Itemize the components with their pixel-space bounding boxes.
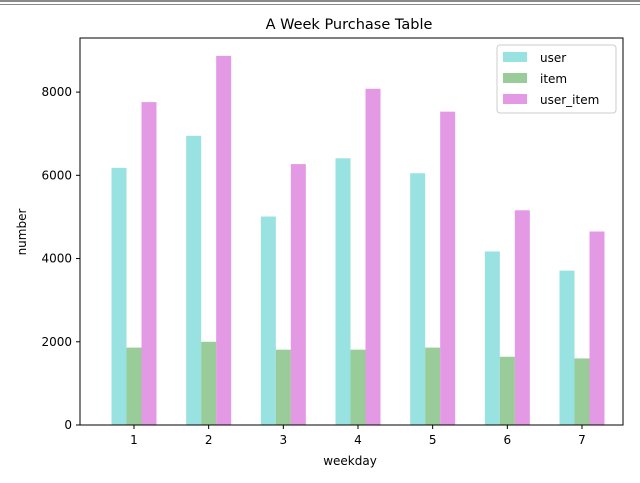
- bar-user_item-6: [514, 210, 530, 425]
- x-tick-label: 6: [504, 433, 512, 447]
- x-tick-label: 2: [205, 433, 213, 447]
- y-tick-label: 2000: [41, 335, 72, 349]
- legend-swatch-user: [503, 52, 527, 62]
- chart-title: A Week Purchase Table: [266, 17, 433, 33]
- bar-item-2: [201, 341, 217, 425]
- bar-user-3: [260, 216, 276, 425]
- bar-item-7: [574, 358, 590, 425]
- plot-frame: [79, 37, 624, 426]
- bar-user-5: [410, 173, 426, 425]
- x-axis-ticks: 1 2 3 4 5 6 7: [130, 425, 586, 447]
- x-tick-label: 1: [130, 433, 138, 447]
- bars-group: [111, 55, 605, 426]
- bar-item-5: [425, 347, 441, 425]
- bar-user_item-7: [589, 231, 605, 425]
- bar-item-3: [275, 349, 291, 425]
- y-tick-label: 0: [64, 418, 72, 432]
- bar-user_item-1: [141, 102, 157, 426]
- legend-label-item: item: [540, 72, 567, 86]
- bar-user-1: [111, 167, 127, 425]
- y-tick-label: 8000: [41, 85, 72, 99]
- window-border: [0, 0, 640, 7]
- x-tick-label: 7: [578, 433, 586, 447]
- legend: user item user_item: [496, 44, 617, 114]
- x-tick-label: 5: [429, 433, 437, 447]
- x-tick-label: 4: [354, 433, 362, 447]
- x-axis-label: weekday: [323, 454, 377, 468]
- legend-swatch-item: [503, 73, 527, 83]
- y-tick-label: 6000: [41, 168, 72, 182]
- bar-item-4: [350, 349, 366, 425]
- bar-user_item-3: [290, 164, 306, 425]
- legend-swatch-user_item: [503, 94, 527, 104]
- legend-label-user: user: [540, 51, 566, 65]
- bar-user_item-2: [216, 55, 232, 425]
- y-axis-ticks: 0 2000 4000 6000 8000: [41, 85, 80, 432]
- bar-item-6: [499, 356, 515, 425]
- x-tick-label: 3: [280, 433, 288, 447]
- bar-user-6: [484, 251, 500, 425]
- bar-item-1: [126, 347, 142, 425]
- y-tick-label: 4000: [41, 252, 72, 266]
- bar-user_item-4: [365, 88, 381, 426]
- bar-user-4: [335, 158, 351, 425]
- bar-user-7: [559, 270, 575, 425]
- legend-label-user_item: user_item: [540, 93, 599, 107]
- y-axis-label: number: [15, 209, 29, 256]
- bar-user_item-5: [440, 111, 456, 425]
- bar-user-2: [186, 135, 202, 425]
